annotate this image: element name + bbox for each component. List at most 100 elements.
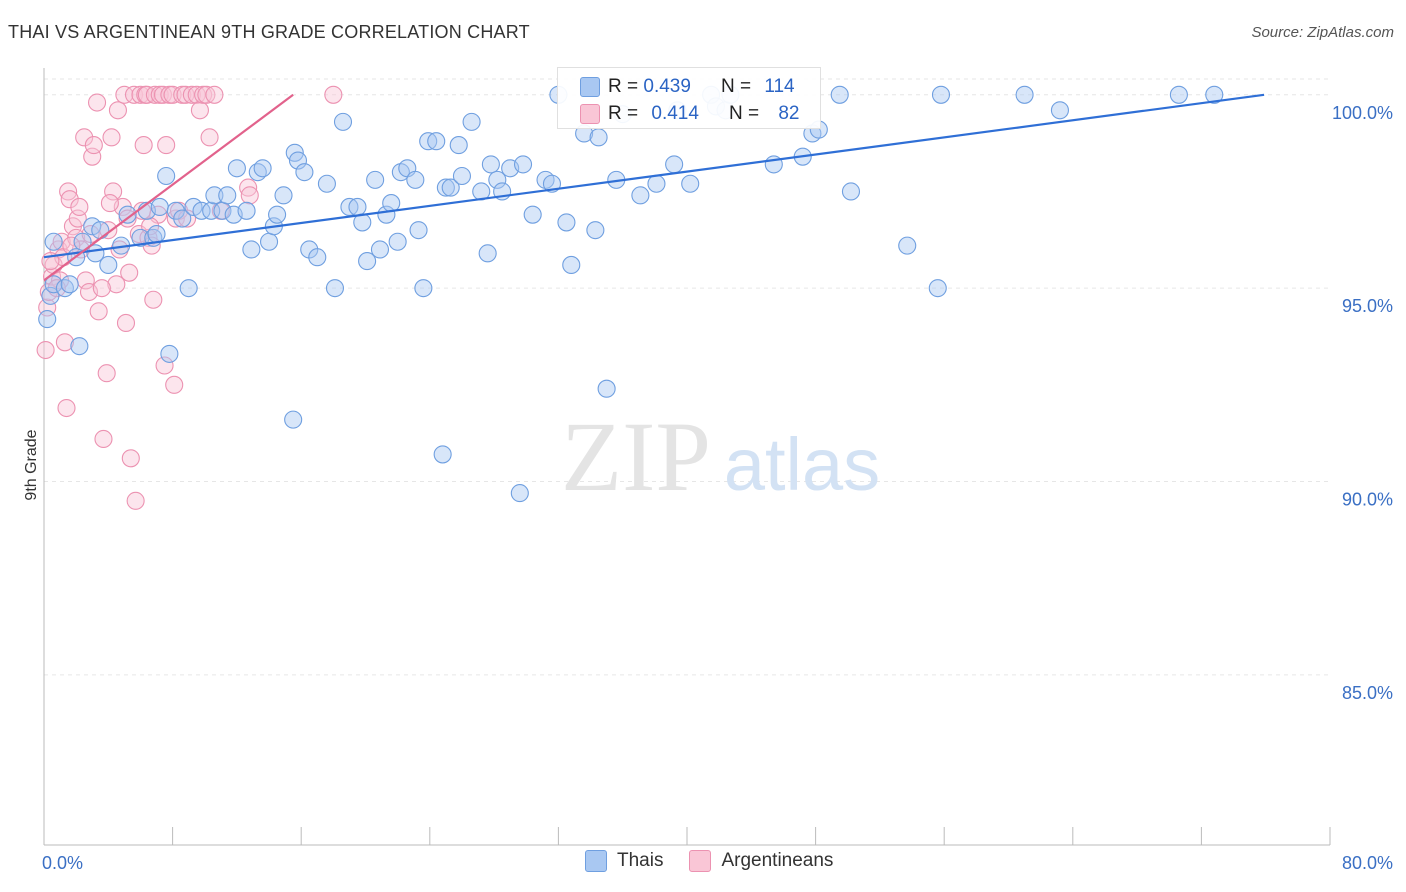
trend-lines: [43, 93, 1265, 282]
data-point: [190, 101, 209, 120]
data-point: [155, 356, 174, 375]
data-point: [120, 263, 139, 282]
data-point: [38, 310, 57, 329]
data-point: [104, 182, 123, 201]
data-point: [406, 170, 425, 189]
stats-box: R = 0.439 N = 114 R = 0.414 N = 82: [557, 67, 821, 129]
data-point: [284, 410, 303, 429]
r-value: 0.439: [643, 76, 691, 97]
data-point: [647, 174, 666, 193]
data-point: [75, 128, 94, 147]
data-point: [237, 201, 256, 220]
data-point: [60, 275, 79, 294]
data-point: [44, 232, 63, 251]
data-point: [333, 112, 353, 131]
n-label: N =: [728, 103, 760, 124]
data-point: [382, 194, 401, 213]
data-point: [325, 279, 345, 298]
data-point: [931, 85, 951, 104]
data-point: [317, 174, 336, 193]
data-point: [308, 248, 327, 267]
trend-line-argentineans: [43, 93, 294, 282]
data-point: [179, 279, 198, 298]
data-point: [523, 205, 542, 224]
legend-label-thais: Thais: [617, 850, 664, 871]
data-point: [589, 128, 608, 147]
data-point: [44, 275, 63, 294]
data-point: [116, 313, 136, 333]
data-point: [200, 128, 219, 147]
data-point: [268, 205, 287, 224]
watermark-atlas: atlas: [724, 423, 880, 506]
data-point: [60, 190, 79, 209]
data-point: [239, 178, 258, 197]
data-point: [73, 232, 92, 251]
data-point: [259, 232, 279, 251]
data-point: [348, 197, 367, 216]
data-point: [187, 85, 206, 104]
data-point: [102, 128, 121, 147]
data-point: [240, 186, 259, 205]
data-point: [324, 85, 343, 104]
data-point: [358, 252, 377, 271]
data-point: [242, 240, 261, 259]
stats-row-thais: R = 0.439 N = 114: [580, 74, 795, 100]
data-point: [107, 275, 126, 294]
legend-label-argentineans: Argentineans: [721, 850, 834, 871]
data-point: [94, 429, 113, 449]
data-point: [134, 136, 153, 155]
data-point: [1050, 101, 1069, 120]
data-point: [388, 232, 407, 251]
data-point: [513, 155, 533, 174]
axes: [43, 68, 1331, 846]
r-label: R =: [608, 76, 639, 97]
trend-line-thais: [43, 93, 1265, 259]
data-point: [441, 178, 460, 197]
tick-labels: 85.0% 90.0% 95.0% 100.0% 0.0% 80.0%: [42, 103, 1393, 873]
data-point: [557, 213, 576, 232]
data-point: [89, 302, 108, 321]
data-point: [108, 101, 127, 120]
data-point: [274, 186, 293, 205]
data-point: [91, 221, 110, 240]
data-point: [288, 151, 308, 170]
chart-title: THAI VS ARGENTINEAN 9TH GRADE CORRELATIO…: [8, 22, 530, 42]
x-tick-label: 80.0%: [1342, 853, 1393, 873]
data-point: [70, 337, 89, 356]
data-point: [370, 240, 390, 259]
data-point: [70, 197, 89, 216]
data-point: [1015, 85, 1034, 104]
data-point: [586, 221, 605, 240]
watermark-zip: ZIP: [561, 401, 711, 512]
data-point: [510, 484, 529, 503]
data-point: [631, 186, 650, 205]
data-point: [462, 112, 481, 131]
data-point: [92, 279, 111, 298]
data-point: [452, 166, 472, 186]
data-point: [36, 340, 55, 360]
data-point: [1169, 85, 1188, 104]
data-point: [433, 445, 452, 464]
data-point: [55, 333, 74, 352]
data-point: [165, 375, 184, 394]
data-point: [562, 255, 581, 275]
data-point: [218, 186, 237, 205]
data-point: [597, 379, 616, 398]
data-point: [173, 209, 192, 228]
n-value: 82: [778, 103, 800, 124]
data-point: [427, 132, 446, 151]
y-tick-label: 90.0%: [1342, 490, 1393, 510]
n-value: 114: [764, 76, 795, 97]
data-point: [57, 398, 76, 418]
y-tick-label: 95.0%: [1342, 296, 1393, 316]
data-point: [41, 286, 60, 305]
legend-item-argentineans[interactable]: Argentineans: [689, 850, 833, 872]
x-tick-label: 0.0%: [42, 853, 83, 873]
legend-item-thais[interactable]: Thais: [585, 850, 663, 872]
data-point: [295, 163, 314, 182]
y-tick-label: 85.0%: [1342, 683, 1393, 703]
data-point: [205, 85, 224, 104]
legend: Thais Argentineans: [585, 850, 833, 872]
data-point: [157, 166, 176, 186]
data-point: [253, 159, 272, 178]
